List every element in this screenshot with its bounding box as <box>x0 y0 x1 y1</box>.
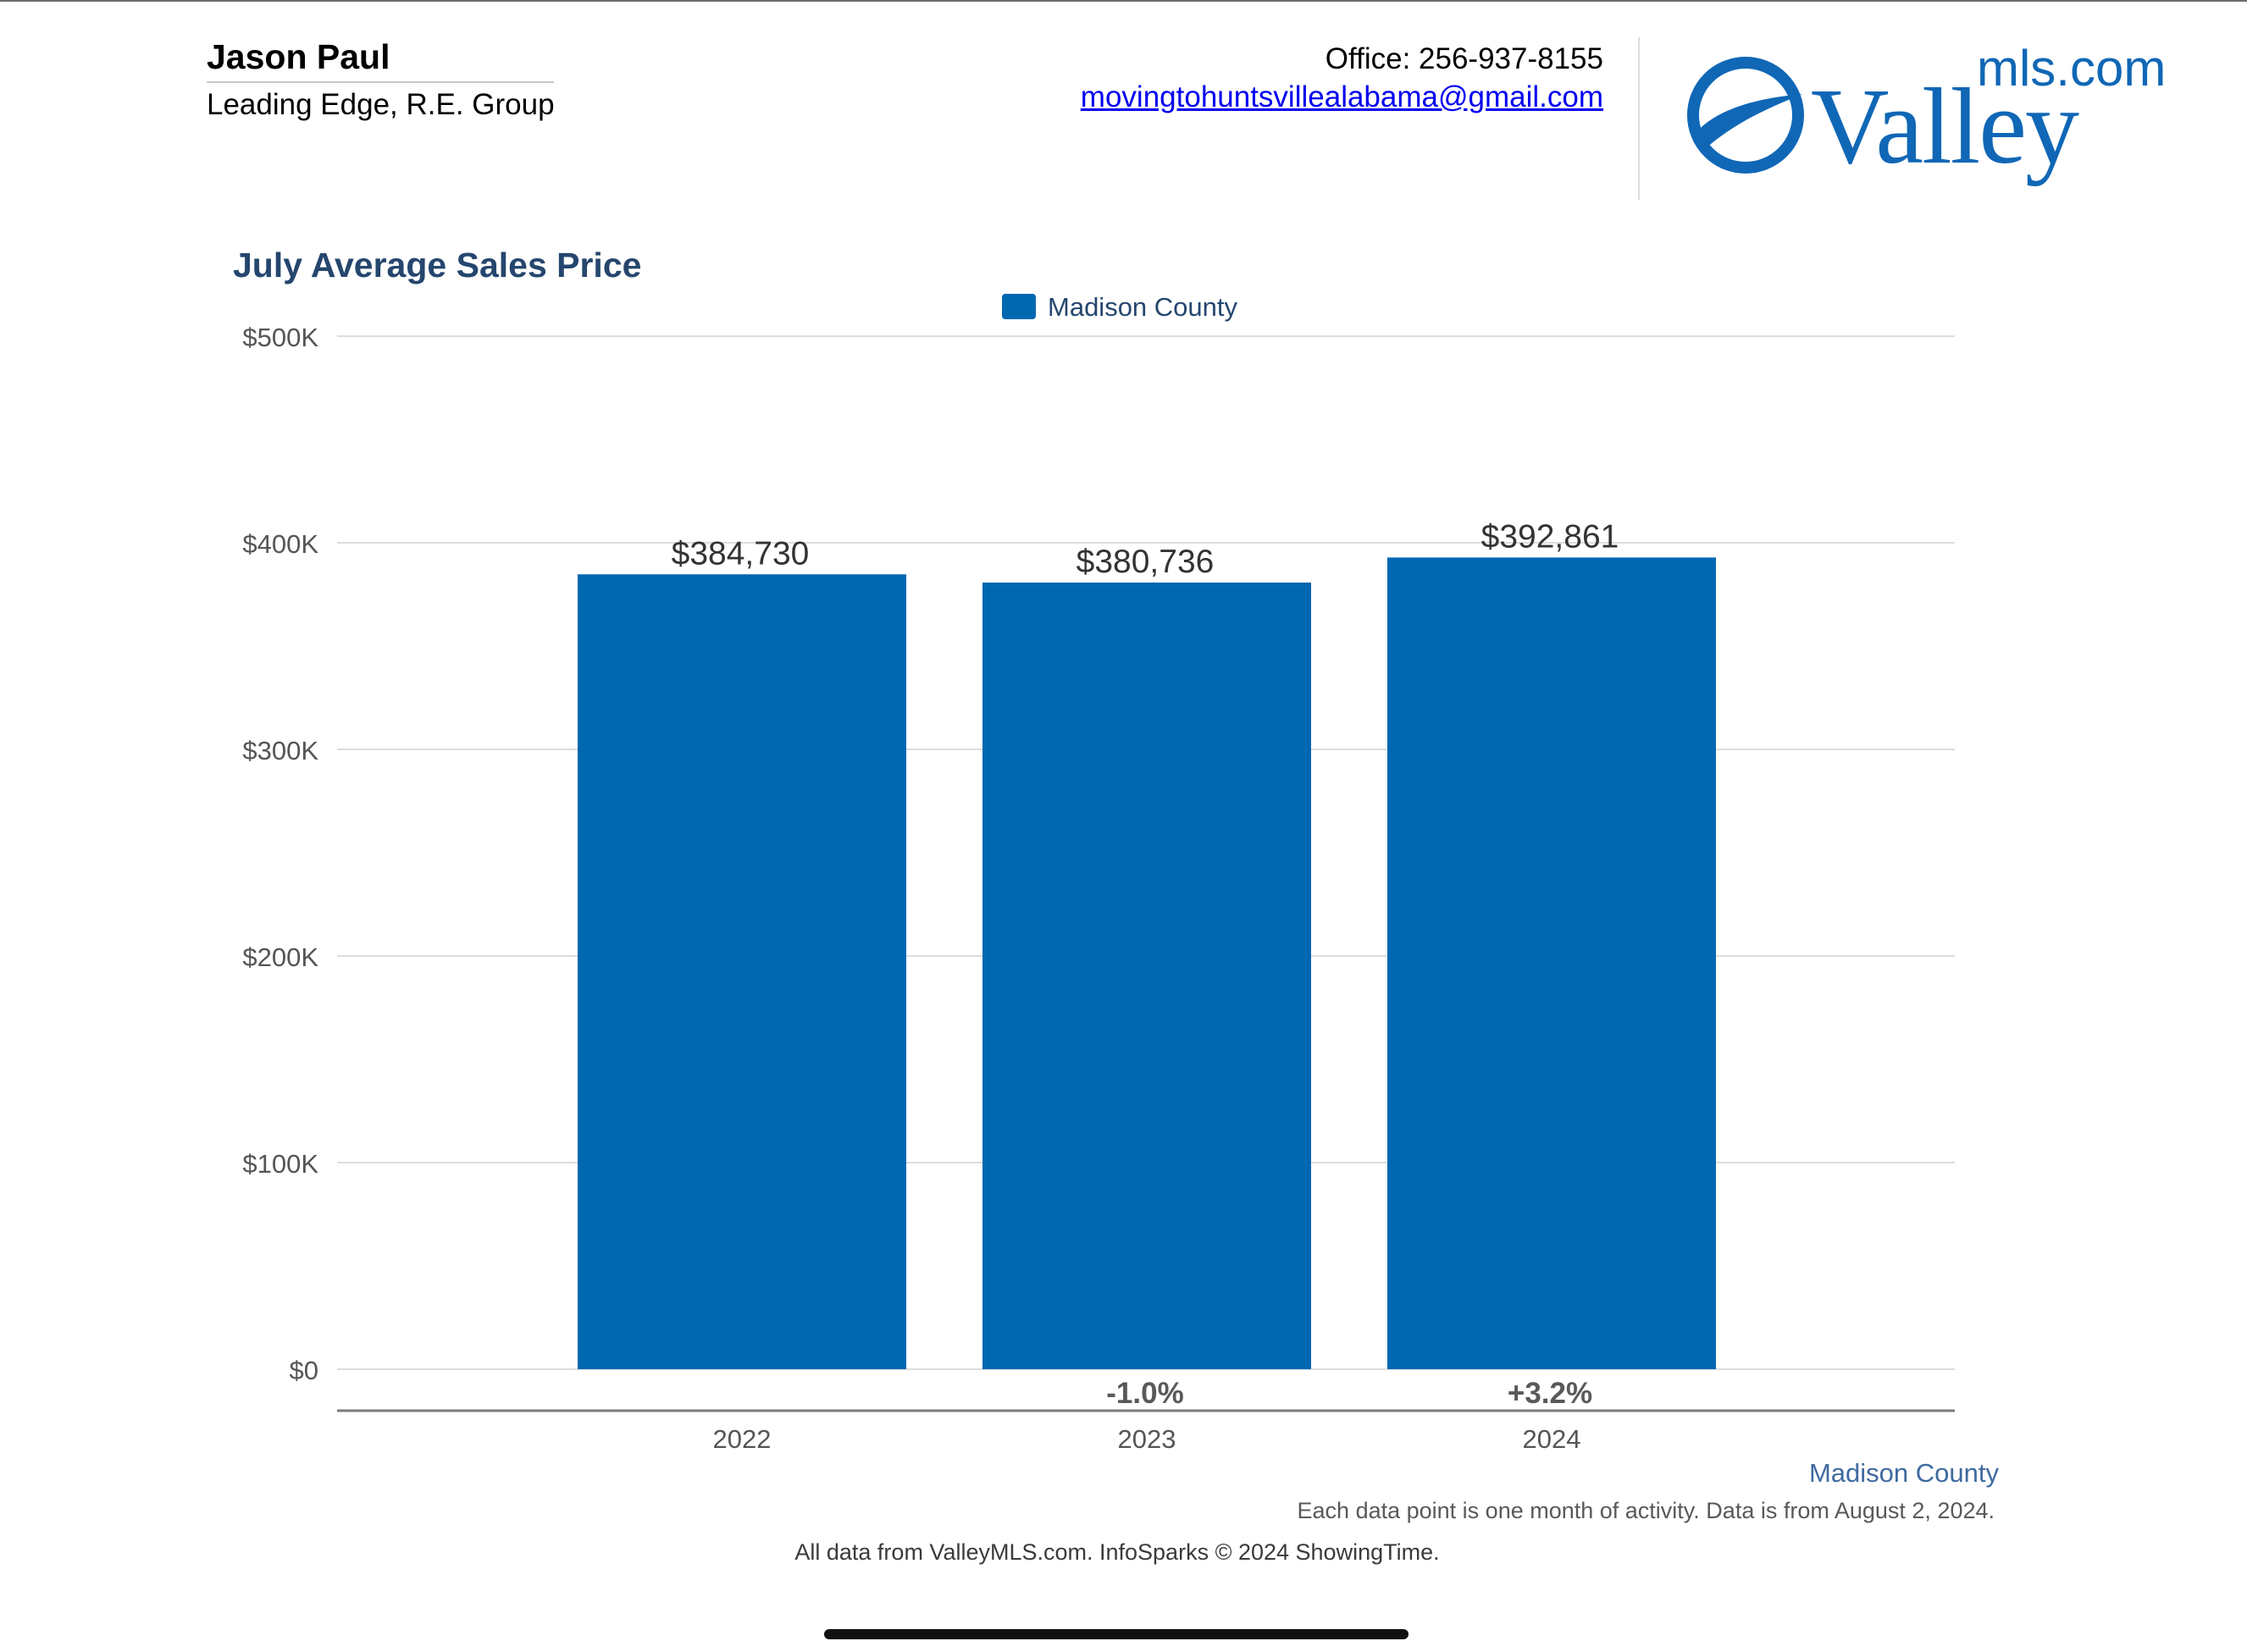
y-tick-label: $0 <box>290 1356 318 1385</box>
header-divider <box>1638 37 1640 200</box>
legend-label: Madison County <box>1048 292 1238 322</box>
legend-swatch <box>1002 294 1036 319</box>
change-label: -1.0% <box>1106 1377 1183 1410</box>
y-tick-label: $300K <box>242 736 318 765</box>
bar <box>1387 557 1716 1369</box>
logo-wordmark: Valley <box>1811 66 2079 186</box>
y-tick-label: $500K <box>242 323 318 352</box>
y-tick-label: $200K <box>242 942 318 972</box>
home-indicator[interactable] <box>824 1629 1409 1639</box>
email-link[interactable]: movingtohuntsvillealabama@gmail.com <box>1080 80 1603 113</box>
valley-logo-swoosh-icon <box>1687 57 1804 174</box>
x-tick-label: 2023 <box>1118 1424 1176 1454</box>
y-tick-label: $100K <box>242 1149 318 1179</box>
footer-series-label: Madison County <box>1808 1458 1999 1488</box>
x-tick-label: 2022 <box>713 1424 772 1454</box>
agent-name: Jason Paul <box>207 37 390 76</box>
bar-value-label: $392,861 <box>1481 518 1619 555</box>
logo-suffix: mls.com <box>1977 40 2167 97</box>
agent-company: Leading Edge, R.E. Group <box>207 88 555 121</box>
footer-source: All data from ValleyMLS.com. InfoSparks … <box>794 1539 1440 1565</box>
x-tick-label: 2024 <box>1523 1424 1581 1454</box>
office-phone: Office: 256-937-8155 <box>1325 42 1603 75</box>
bar <box>578 574 906 1369</box>
change-label: +3.2% <box>1508 1377 1592 1410</box>
bar-value-label: $380,736 <box>1076 544 1215 580</box>
footer-note: Each data point is one month of activity… <box>1297 1498 1995 1523</box>
valley-mls-logo[interactable]: Valley mls.com <box>1685 43 2177 191</box>
bar <box>982 583 1311 1369</box>
y-tick-label: $400K <box>242 529 318 559</box>
agent-name-underline <box>207 81 554 83</box>
chart-title: July Average Sales Price <box>233 246 642 285</box>
bar-value-label: $384,730 <box>672 535 810 572</box>
top-border <box>0 0 2247 2</box>
